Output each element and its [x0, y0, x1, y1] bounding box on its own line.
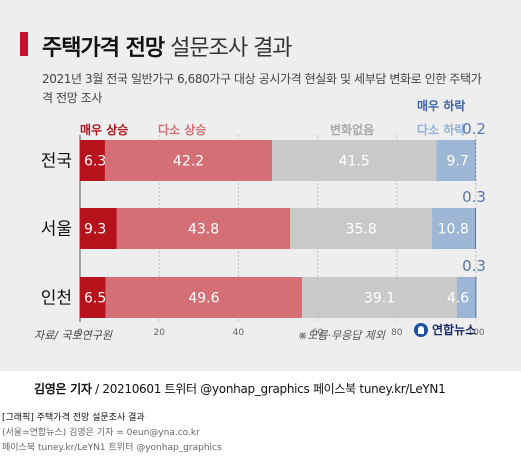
data-label: 49.6 [188, 291, 219, 307]
category-label: 서울 [41, 220, 72, 240]
bar-segment [80, 277, 106, 318]
meta-social: 페이스북 tuney.kr/LeYN1 트위터 @yonhap_graphics [2, 443, 222, 453]
data-label: 0.3 [462, 188, 486, 206]
bar-segment [116, 208, 291, 249]
chart-subtitle: 2021년 3월 전국 일반가구 6,680가구 대상 공시가격 현실화 및 세… [42, 72, 482, 105]
x-tick-label: 40 [233, 328, 245, 338]
data-label: 39.1 [364, 291, 395, 307]
infographic-card: 주택가격 전망 설문조사 결과 2021년 3월 전국 일반가구 6,680가구… [0, 0, 521, 371]
x-tick-label: 80 [391, 328, 403, 338]
credit-name: 김영은 기자 [34, 382, 92, 396]
x-tick-label: 60 [312, 328, 324, 338]
bar-segment [474, 140, 476, 181]
x-tick-label: 20 [153, 328, 165, 338]
bar-segment [456, 277, 476, 318]
bar-segment [432, 208, 475, 249]
bar-segment [80, 208, 117, 249]
category-label: 전국 [41, 152, 72, 172]
stacked-bar-chart: 0 20 40 60 80 100 전국 6.3 42.2 41.5 9.7 0.2 서울 9.3 43.8… [41, 120, 486, 338]
data-label: 9.3 [84, 222, 106, 238]
source-text: 자료/ 국토연구원 [34, 329, 113, 342]
bar-segment [475, 277, 477, 318]
bar-segment [474, 208, 476, 249]
credit-line: 김영은 기자 / 20210601 트위터 @yonhap_graphics 페… [34, 380, 446, 397]
legend-item-somewhat-down: 다소 하락 [417, 123, 466, 137]
yonhap-logo: 연합뉴스 [414, 321, 476, 338]
data-label: 10.8 [438, 222, 469, 238]
legend-item-no-change: 변화없음 [330, 123, 375, 137]
legend-item-very-down: 매우 하락 [417, 99, 466, 113]
bar-segment [272, 140, 437, 181]
data-label: 6.5 [84, 291, 106, 307]
title-light: 설문조사 결과 [170, 36, 292, 61]
title-accent-bar [20, 32, 28, 56]
data-label: 4.6 [447, 291, 469, 307]
meta-byline: (서울=연합뉴스) 김영은 기자 = 0eun@yna.co.kr [2, 428, 200, 438]
title-bold: 주택가격 전망 [42, 36, 165, 61]
meta-headline: [그래픽] 주택가격 전망 설문조사 결과 [2, 413, 145, 423]
data-label: 35.8 [346, 222, 377, 238]
x-tick-label: 0 [77, 328, 83, 338]
data-label: 42.2 [173, 154, 204, 170]
logo-text: 연합뉴스 [432, 323, 477, 337]
data-label: 6.3 [84, 154, 106, 170]
data-label: 0.2 [462, 120, 486, 138]
chart-title: 주택가격 전망 설문조사 결과 [42, 30, 293, 62]
bar-segment [290, 208, 433, 249]
credit-rest: / 20210601 트위터 @yonhap_graphics 페이스북 tun… [91, 382, 446, 396]
legend-item-very-up: 매우 상승 [80, 123, 129, 137]
x-tick-label: 100 [467, 328, 484, 338]
data-label: 0.3 [462, 257, 486, 275]
note-text: ※모름·무응답 제외 [298, 329, 386, 342]
legend-item-somewhat-up: 다소 상승 [158, 123, 207, 137]
data-label: 41.5 [339, 154, 370, 170]
category-label: 인천 [41, 289, 72, 309]
bar-segment [436, 140, 475, 181]
bar-segment [105, 277, 303, 318]
bar-segment [302, 277, 457, 318]
data-label: 43.8 [188, 222, 219, 238]
bar-segment [104, 140, 273, 181]
logo-icon [414, 322, 428, 337]
bar-segment [80, 140, 105, 181]
data-label: 9.7 [447, 154, 469, 170]
